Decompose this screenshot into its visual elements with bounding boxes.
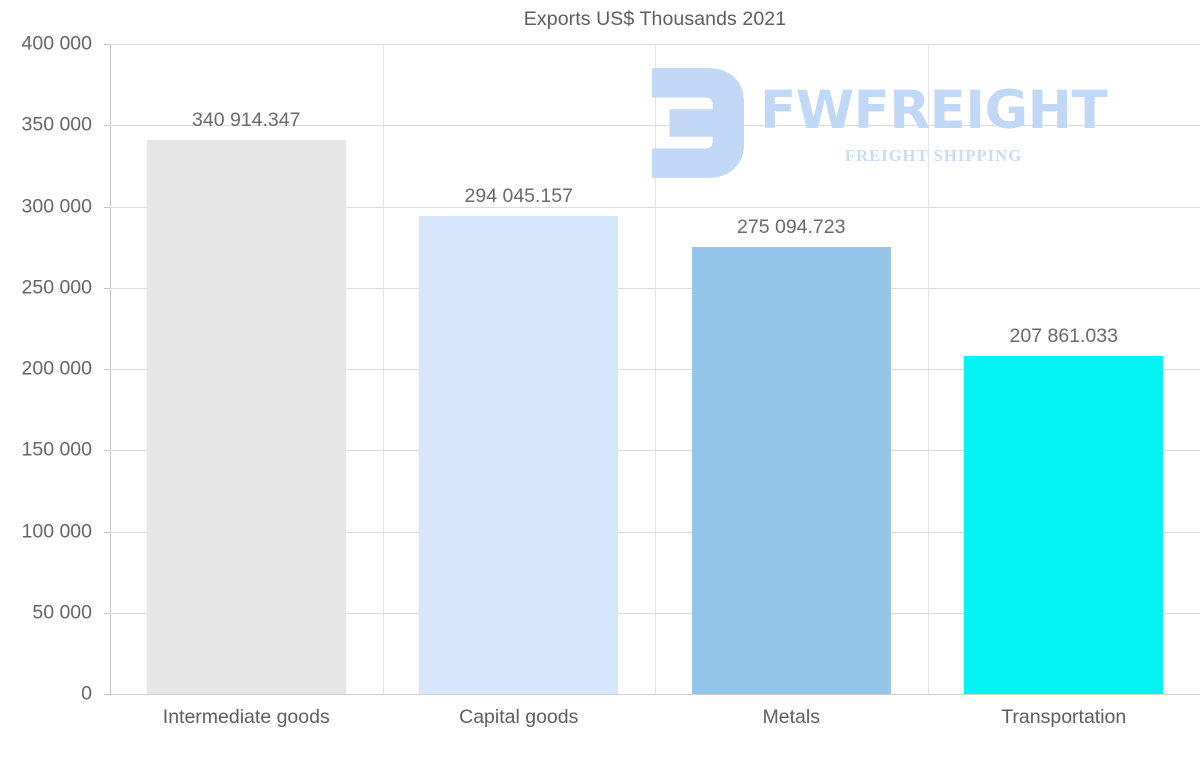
bar[interactable] (146, 140, 346, 694)
y-axis-tick-label: 350 000 (21, 113, 93, 136)
category-separator (928, 44, 929, 694)
y-axis-tick-mark (104, 612, 110, 614)
bar-value-label: 275 094.723 (737, 215, 846, 238)
y-axis-tick-label: 400 000 (21, 32, 93, 55)
y-axis-tick-label: 300 000 (21, 195, 93, 217)
y-axis-tick-mark (104, 369, 110, 370)
bar[interactable] (419, 216, 619, 694)
y-axis-tick-mark (104, 206, 110, 208)
category-separator (383, 44, 384, 694)
y-axis-tick-label: 150 000 (21, 438, 93, 461)
x-axis-category-label: Metals (762, 706, 820, 728)
bar-value-label: 340 914.347 (192, 109, 301, 131)
plot-area (110, 44, 1200, 695)
y-axis-tick-mark (104, 694, 110, 695)
bar-value-label: 294 045.157 (464, 185, 573, 208)
y-axis-tick-label: 100 000 (21, 520, 93, 542)
x-axis-category-label: Intermediate goods (162, 706, 330, 728)
y-axis-tick-mark (104, 287, 110, 289)
y-axis-tick-label: 50 000 (32, 601, 92, 624)
y-axis-tick-mark (104, 125, 110, 127)
x-axis-category-label: Capital goods (459, 706, 579, 728)
y-axis-tick-mark (104, 531, 110, 533)
bar-value-label: 207 861.033 (1009, 325, 1118, 348)
gridline (110, 694, 1200, 695)
bar[interactable] (964, 356, 1164, 694)
category-separator (655, 44, 656, 694)
y-axis-tick-label: 250 000 (21, 276, 93, 299)
bar[interactable] (691, 246, 891, 694)
chart-title: Exports US$ Thousands 2021 (523, 8, 787, 30)
y-axis-tick-label: 0 (81, 682, 92, 705)
x-axis-category-label: Transportation (1001, 706, 1127, 728)
y-axis-tick-mark (104, 450, 110, 452)
y-axis-tick-mark (104, 44, 110, 45)
y-axis-tick-label: 200 000 (21, 357, 93, 380)
